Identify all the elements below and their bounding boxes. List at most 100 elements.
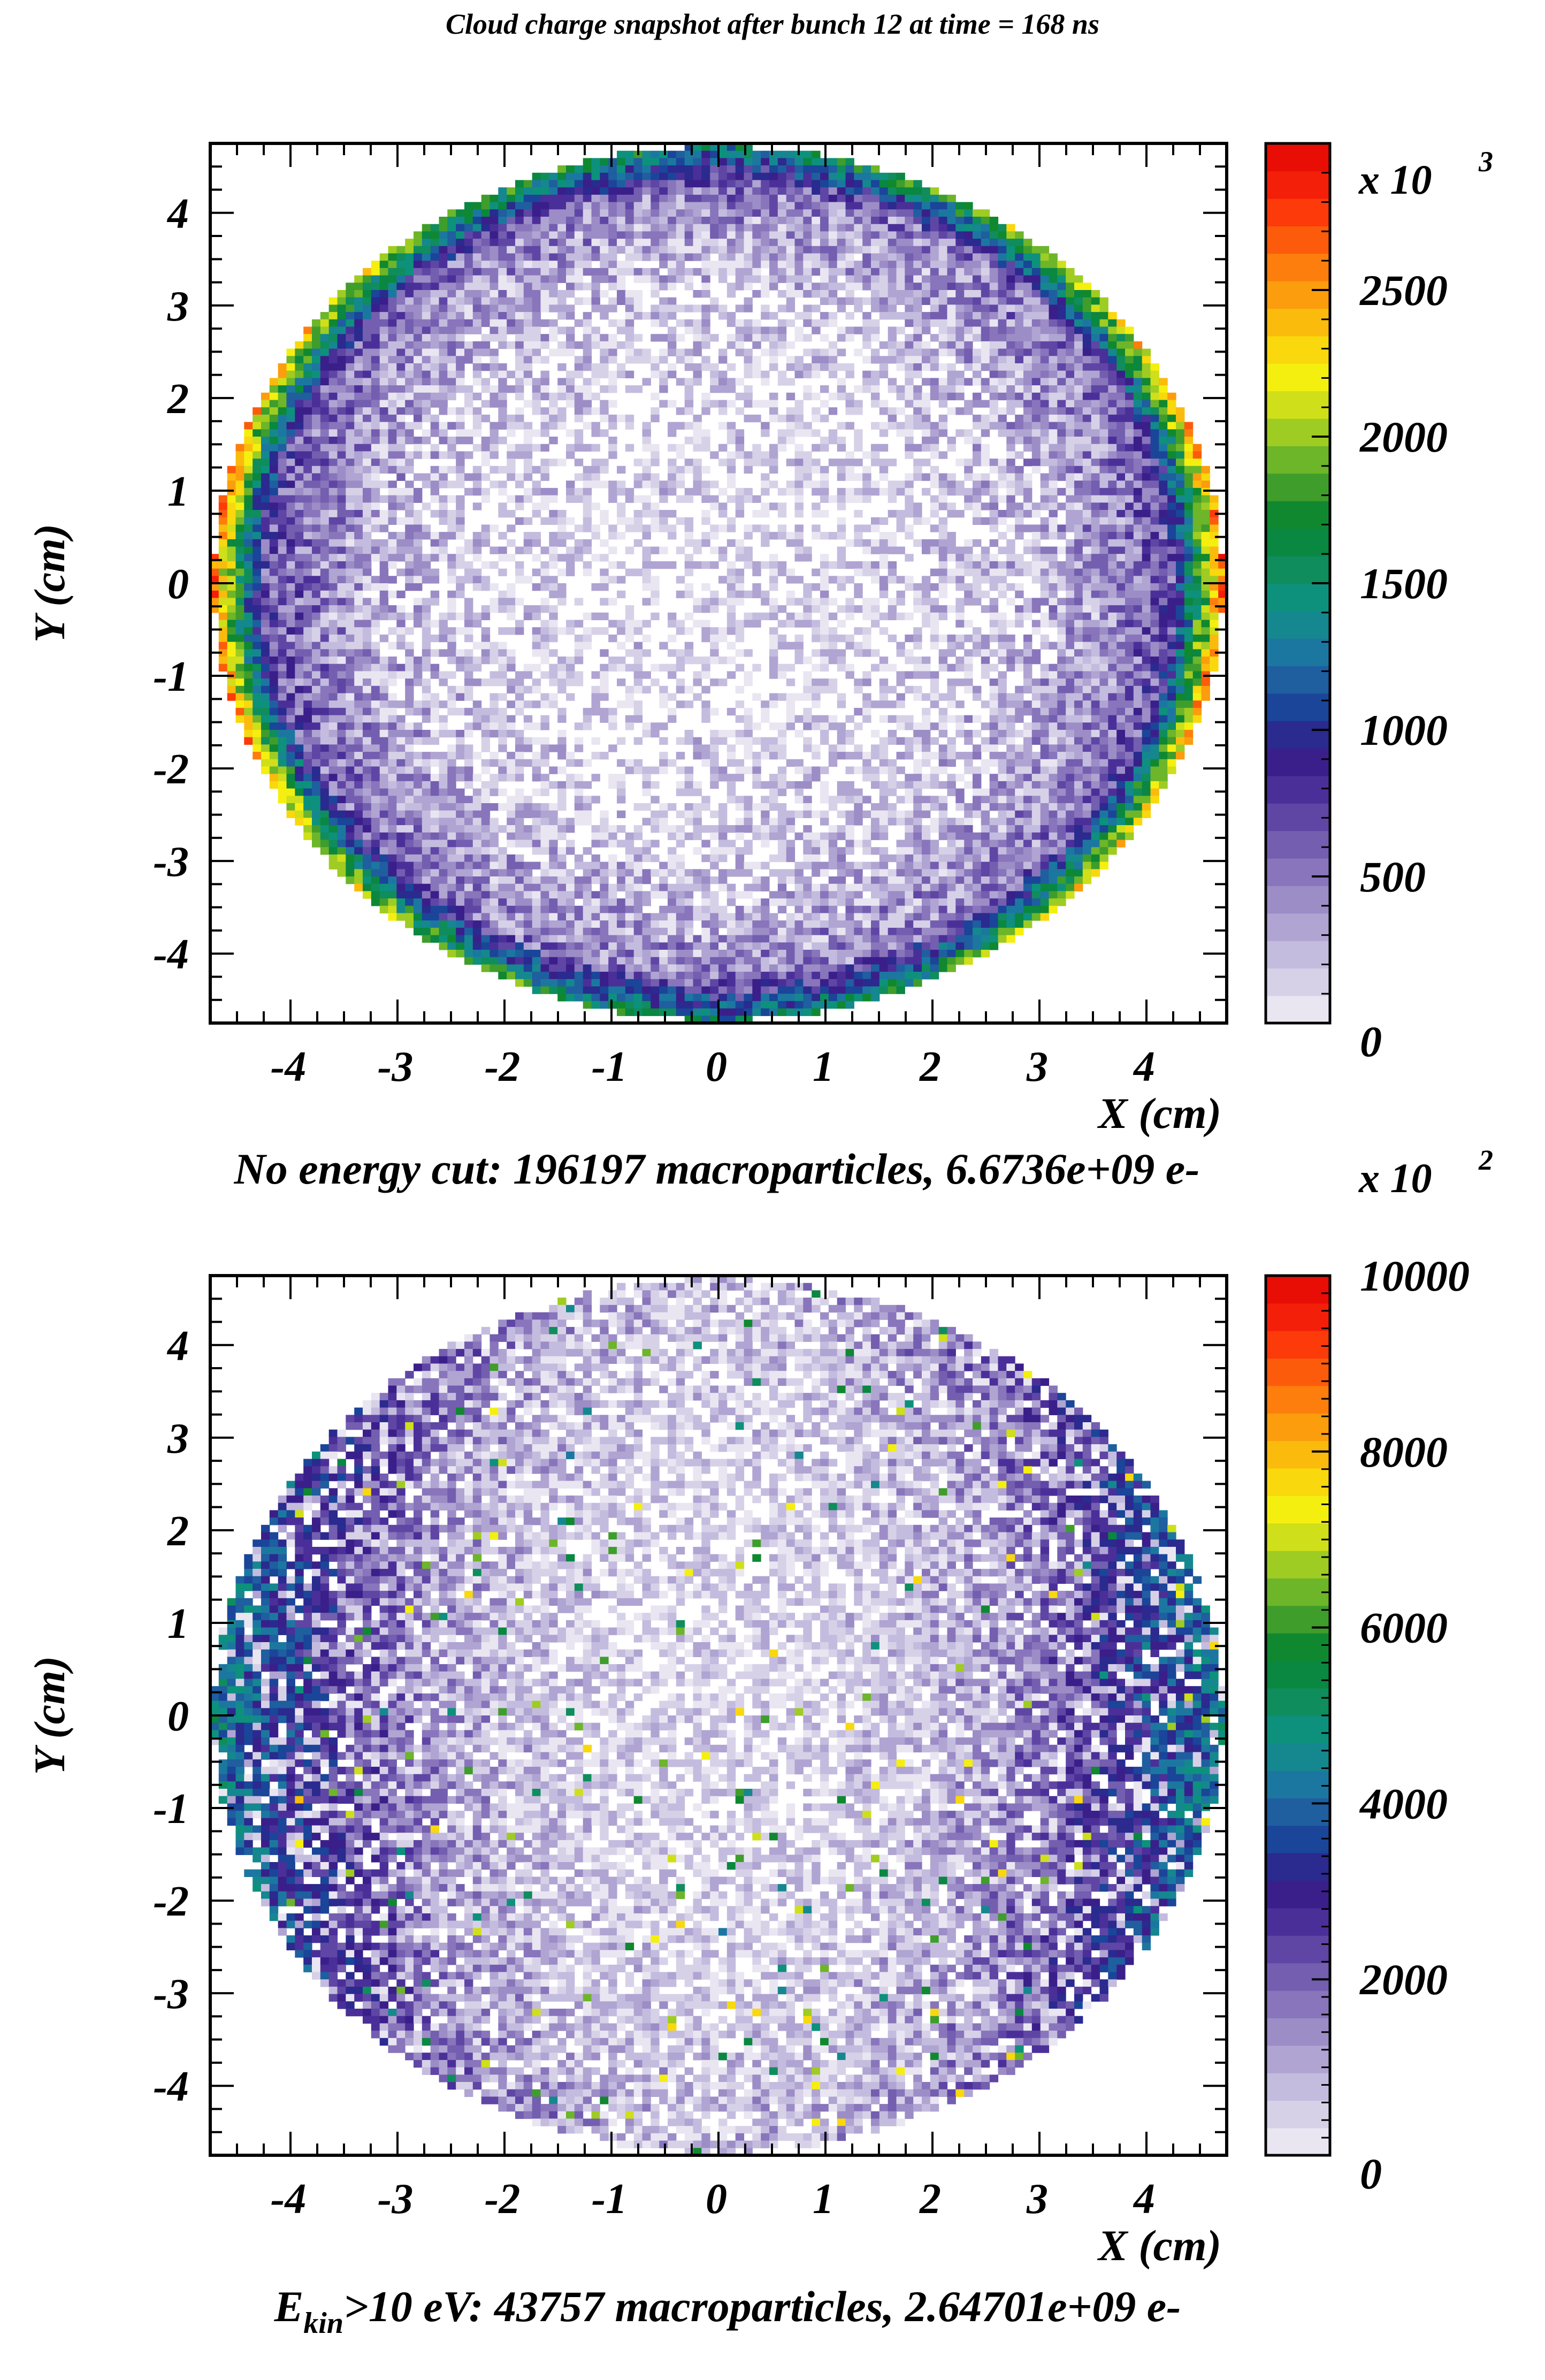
heatmap-cell (363, 510, 372, 518)
heatmap-cell (1006, 253, 1015, 261)
heatmap-cell (905, 385, 914, 393)
heatmap-cell (684, 326, 694, 334)
heatmap-cell (1150, 422, 1159, 430)
heatmap-cell (812, 370, 821, 378)
heatmap-cell (430, 568, 440, 576)
heatmap-cell (676, 627, 685, 635)
heatmap-cell (337, 326, 346, 334)
heatmap-cell (1133, 480, 1143, 489)
heatmap-cell (320, 444, 330, 452)
heatmap-cell (244, 473, 253, 481)
heatmap-cell (676, 253, 685, 261)
heatmap-cell (363, 627, 372, 635)
heatmap-cell (227, 480, 236, 489)
heatmap-cell (1159, 451, 1168, 459)
heatmap-cell (735, 326, 745, 334)
heatmap-cell (346, 502, 355, 510)
heatmap-cell (1015, 414, 1024, 423)
heatmap-cell (447, 290, 456, 298)
heatmap-cell (726, 158, 736, 166)
heatmap-cell (515, 444, 524, 452)
heatmap-cell (557, 554, 567, 562)
heatmap-cell (1099, 414, 1108, 423)
heatmap-cell (625, 348, 634, 356)
heatmap-cell (489, 239, 499, 247)
heatmap-cell (684, 532, 694, 540)
heatmap-cell (430, 546, 440, 554)
heatmap-cell (684, 165, 694, 173)
heatmap-cell (430, 348, 440, 356)
heatmap-cell (286, 473, 295, 481)
heatmap-cell (752, 363, 761, 371)
heatmap-cell (820, 576, 829, 584)
heatmap-cell (566, 326, 575, 334)
heatmap-cell (1192, 517, 1202, 525)
heatmap-cell (803, 261, 812, 269)
heatmap-cell (320, 429, 330, 437)
heatmap-cell (1133, 502, 1143, 510)
heatmap-cell (947, 231, 956, 239)
heatmap-cell (633, 231, 643, 239)
heatmap-cell (1074, 437, 1083, 445)
heatmap-cell (379, 392, 389, 401)
heatmap-cell (812, 524, 821, 532)
heatmap-cell (710, 158, 719, 166)
heatmap-cell (1023, 334, 1032, 342)
heatmap-cell (905, 422, 914, 430)
heatmap-cell (820, 495, 829, 503)
heatmap-cell (668, 187, 677, 195)
heatmap-cell (1116, 561, 1126, 569)
heatmap-cell (396, 304, 406, 312)
heatmap-cell (998, 275, 1007, 283)
heatmap-cell (489, 444, 499, 452)
heatmap-cell (498, 627, 507, 635)
heatmap-cell (913, 400, 922, 408)
heatmap-cell (981, 275, 990, 283)
heatmap-cell (1150, 546, 1159, 554)
heatmap-cell (1091, 326, 1100, 334)
heatmap-cell (735, 275, 745, 283)
heatmap-cell (414, 297, 423, 305)
heatmap-cell (1015, 451, 1024, 459)
heatmap-cell (557, 202, 567, 210)
heatmap-cell (735, 583, 745, 591)
heatmap-cell (726, 334, 736, 342)
heatmap-cell (261, 451, 270, 459)
heatmap-cell (379, 459, 389, 467)
heatmap-cell (642, 172, 651, 181)
heatmap-cell (523, 459, 533, 467)
heatmap-cell (989, 392, 999, 401)
heatmap-cell (1192, 524, 1202, 532)
heatmap-cell (549, 407, 558, 415)
heatmap-cell (888, 224, 897, 232)
heatmap-cell (312, 561, 321, 569)
heatmap-cell (828, 180, 838, 188)
heatmap-cell (371, 444, 380, 452)
heatmap-cell (896, 180, 905, 188)
heatmap-cell (862, 261, 871, 269)
heatmap-cell (472, 568, 482, 576)
heatmap-cell (871, 334, 880, 342)
heatmap-cell (1184, 510, 1194, 518)
heatmap-cell (295, 444, 304, 452)
heatmap-cell (930, 268, 939, 276)
heatmap-cell (574, 444, 584, 452)
heatmap-cell (905, 348, 914, 356)
heatmap-cell (761, 172, 770, 181)
heatmap-cell (871, 297, 880, 305)
heatmap-cell (388, 627, 397, 635)
heatmap-cell (761, 612, 770, 621)
heatmap-cell (820, 268, 829, 276)
heatmap-cell (253, 517, 262, 525)
heatmap-cell (1006, 598, 1015, 606)
heatmap-cell (684, 158, 694, 166)
heatmap-cell (845, 539, 854, 547)
heatmap-cell (744, 180, 753, 188)
heatmap-cell (1040, 378, 1050, 386)
heatmap-cell (1074, 326, 1083, 334)
heatmap-cell (396, 473, 406, 481)
heatmap-cell (439, 546, 448, 554)
heatmap-cell (388, 517, 397, 525)
heatmap-cell (973, 246, 982, 254)
heatmap-cell (879, 253, 889, 261)
